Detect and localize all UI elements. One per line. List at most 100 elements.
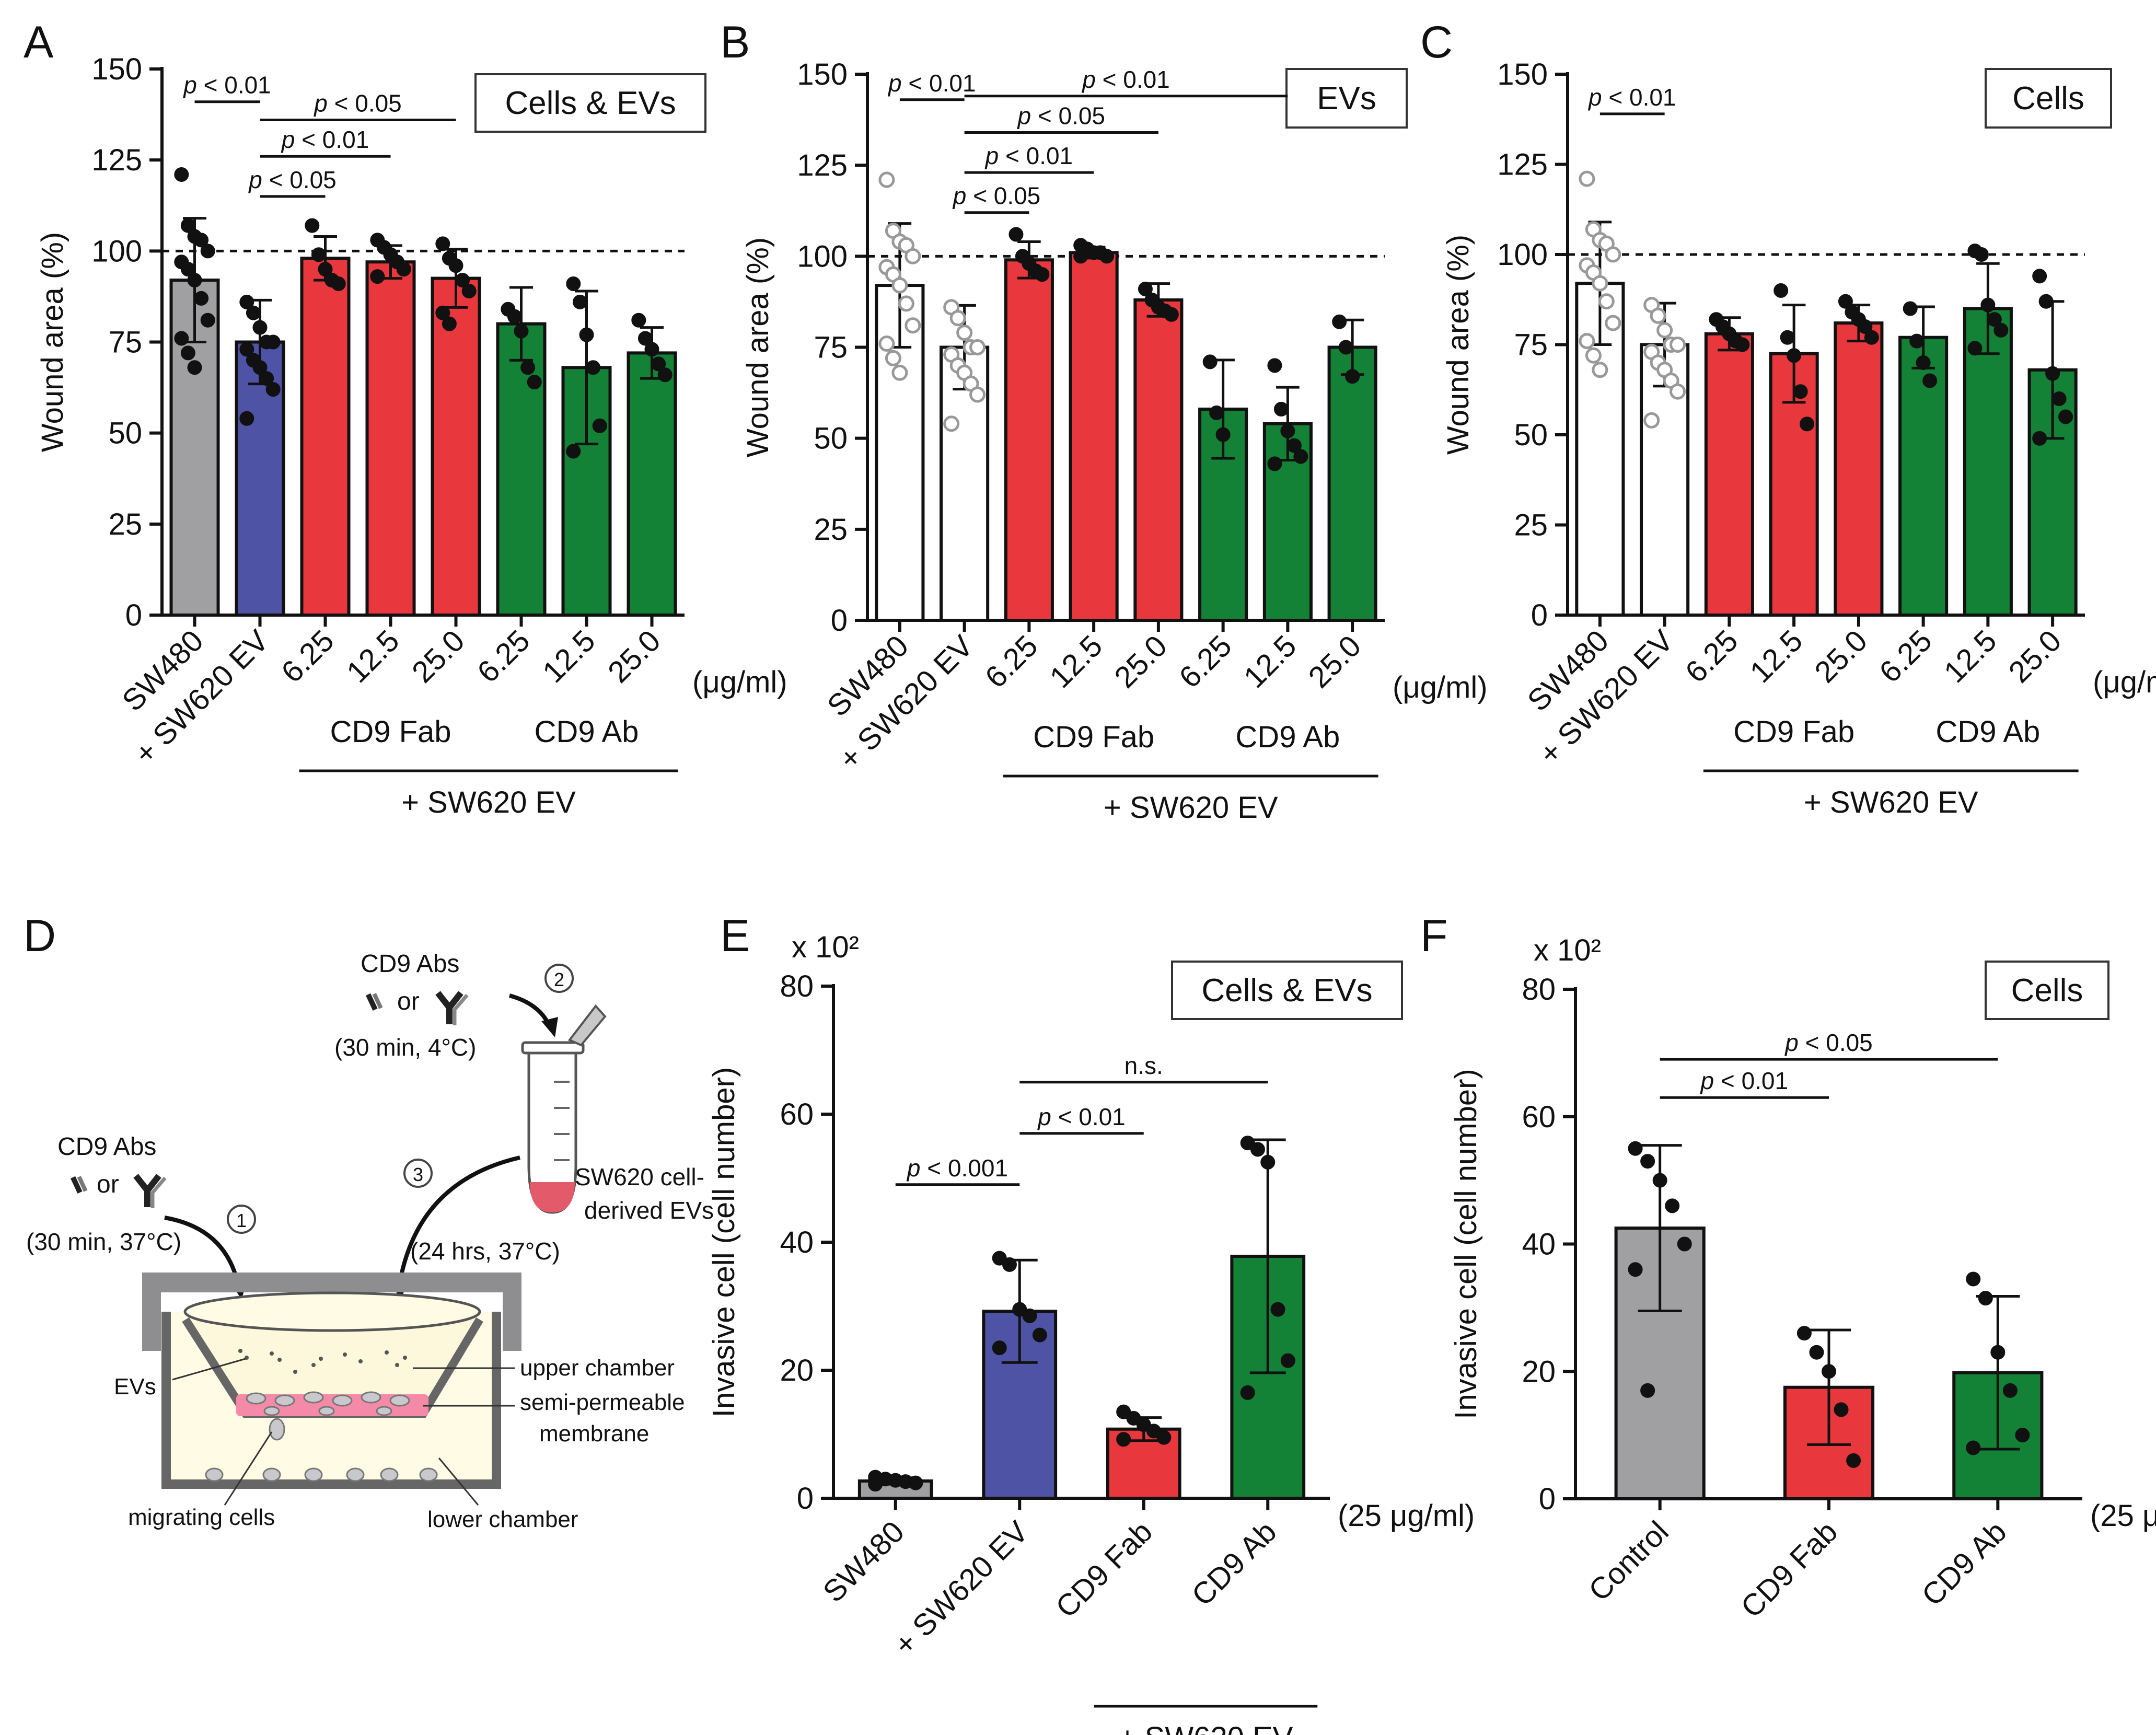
- mid-cond-label: (24 hrs, 37°C): [410, 1237, 560, 1265]
- y-tick-label: 40: [1522, 1228, 1556, 1262]
- significance-label: p < 0.01: [984, 142, 1073, 169]
- panel-letter-b: B: [720, 17, 750, 67]
- data-point: [174, 167, 189, 182]
- x-tick-label: 12.5: [1044, 629, 1109, 695]
- data-point: [1267, 358, 1282, 373]
- data-point: [1990, 1345, 2006, 1360]
- data-point: [1640, 1383, 1655, 1398]
- data-point: [1280, 1353, 1295, 1368]
- data-point: [1605, 246, 1621, 263]
- data-point: [637, 331, 653, 346]
- data-point: [2051, 391, 2067, 406]
- data-point: [265, 334, 281, 350]
- y-multiplier: x 10²: [792, 930, 859, 964]
- migrating-leader: [224, 1431, 273, 1506]
- group-label: CD9 Fab: [1033, 720, 1154, 754]
- data-point: [1993, 322, 2009, 338]
- y-axis-label: Wound area (%): [741, 237, 775, 457]
- data-point: [586, 360, 601, 375]
- data-point: [461, 283, 477, 298]
- data-point: [566, 444, 581, 459]
- data-point: [1022, 1308, 1037, 1323]
- x-tick-label: CD9 Fab: [1734, 1514, 1844, 1624]
- condition-box-label: Cells: [2012, 80, 2084, 117]
- x-tick-label: 12.5: [1744, 623, 1810, 689]
- lower-leader: [438, 1458, 479, 1506]
- data-point: [1677, 1236, 1692, 1252]
- bar: [431, 276, 481, 617]
- data-point: [1332, 314, 1347, 329]
- panel-letter-c: C: [1420, 17, 1453, 67]
- antibody-icon-left: [133, 1174, 167, 1208]
- arrow-step-2-head: [541, 1017, 558, 1037]
- y-tick-label: 50: [814, 422, 848, 456]
- top-abs-label: CD9 Abs: [361, 950, 459, 978]
- data-point: [2032, 431, 2047, 446]
- data-point: [956, 325, 973, 341]
- data-point: [265, 382, 281, 397]
- data-point: [592, 418, 607, 433]
- data-point: [898, 295, 914, 312]
- significance-label: p < 0.01: [1700, 1067, 1789, 1094]
- step-3-number: 3: [413, 1164, 423, 1185]
- group-label: CD9 Ab: [535, 715, 639, 749]
- y-tick-label: 80: [1522, 973, 1556, 1007]
- data-point: [187, 273, 202, 288]
- well-rim-right: [503, 1273, 521, 1351]
- data-point: [1002, 1257, 1017, 1272]
- y-tick-label: 125: [1497, 148, 1548, 182]
- data-point: [311, 247, 326, 262]
- data-point: [2058, 409, 2073, 424]
- data-point: [1598, 293, 1615, 310]
- data-point: [1345, 369, 1360, 384]
- data-point: [1138, 282, 1153, 297]
- unit-label: (25 μg/ml): [2090, 1499, 2156, 1533]
- data-point: [200, 313, 215, 328]
- data-point: [644, 342, 659, 357]
- data-point: [651, 356, 666, 372]
- y-tick-label: 20: [1522, 1355, 1556, 1389]
- group-label: CD9 Fab: [330, 715, 451, 749]
- x-tick-label: SW480: [816, 1514, 910, 1609]
- upper-chamber-label: upper chamber: [520, 1355, 675, 1381]
- data-point: [878, 171, 895, 188]
- data-point: [969, 386, 986, 403]
- significance-label: p < 0.01: [887, 70, 976, 97]
- y-tick-label: 100: [1497, 238, 1548, 272]
- data-point: [1270, 1302, 1285, 1317]
- y-tick-label: 125: [91, 143, 142, 177]
- data-point: [868, 1477, 883, 1492]
- y-tick-label: 50: [1514, 418, 1548, 452]
- data-point: [174, 331, 189, 346]
- data-point: [1579, 333, 1595, 350]
- y-axis-label: Invasive cell (cell number): [1449, 1069, 1483, 1419]
- chart-panel-f: 0 20 40 60 80 Control CD9 Fab CD9 Ab Invasive ce…: [1449, 933, 2156, 1624]
- data-point: [1215, 427, 1231, 442]
- y-tick-label: 25: [1514, 508, 1548, 542]
- data-point: [905, 317, 921, 334]
- step-3-circle: [403, 1159, 433, 1188]
- left-abs-label: CD9 Abs: [57, 1133, 156, 1161]
- data-point: [631, 313, 646, 328]
- condition-box: [1985, 961, 2109, 1020]
- significance-label: n.s.: [1125, 1052, 1163, 1079]
- data-point: [1858, 319, 1873, 334]
- cells-on-membrane: [246, 1391, 410, 1441]
- y-tick-label: 125: [797, 148, 848, 182]
- data-point: [396, 262, 411, 277]
- data-point: [1656, 322, 1673, 339]
- data-point: [1787, 348, 1802, 363]
- condition-box-label: Cells: [2011, 973, 2083, 1009]
- data-point: [1209, 405, 1224, 420]
- x-tick-label: 25.0: [601, 623, 667, 689]
- data-point: [1916, 355, 1931, 370]
- data-point: [246, 305, 261, 320]
- data-point: [318, 262, 333, 277]
- liquid-surface: [183, 1291, 481, 1332]
- data-point: [2038, 294, 2054, 309]
- data-point: [1250, 1142, 1265, 1157]
- x-tick-label: Control: [1582, 1514, 1675, 1607]
- arrow-step-2: [508, 993, 551, 1025]
